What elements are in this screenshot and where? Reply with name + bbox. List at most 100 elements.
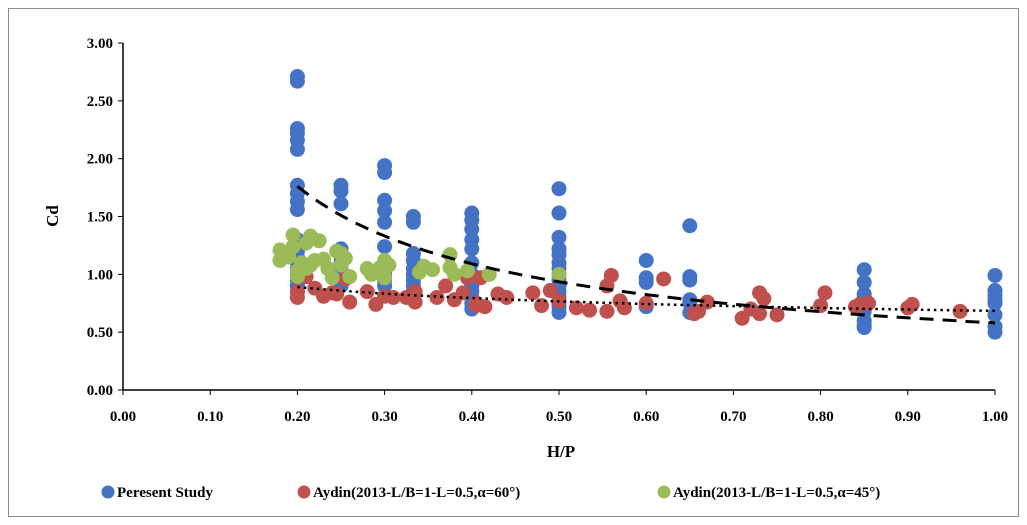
- data-point: [455, 285, 471, 301]
- data-point: [856, 320, 872, 336]
- series-2: [289, 267, 968, 326]
- data-point: [638, 274, 654, 290]
- data-point: [525, 285, 541, 301]
- x-tick-labels: 0.00 0.10 0.20 0.30 0.40 0.50 0.60 0.70 0.80 0.90…: [110, 390, 1008, 425]
- data-point: [987, 307, 1003, 323]
- data-point: [377, 203, 393, 219]
- data-point: [342, 294, 358, 310]
- data-point: [324, 270, 340, 286]
- data-point: [756, 291, 772, 307]
- data-point: [438, 278, 454, 294]
- legend-marker: [297, 485, 311, 499]
- x-tick-label: 0.10: [197, 409, 223, 425]
- data-point: [381, 257, 397, 273]
- legend-item: Peresent Study: [101, 485, 213, 501]
- data-point: [377, 214, 393, 230]
- data-points: [272, 69, 1003, 340]
- data-point: [551, 266, 567, 282]
- data-point: [481, 266, 497, 282]
- x-tick-label: 1.00: [982, 409, 1008, 425]
- data-point: [542, 283, 558, 299]
- data-point: [337, 250, 353, 266]
- data-point: [987, 324, 1003, 340]
- data-point: [603, 267, 619, 283]
- y-axis-title: Cd: [43, 205, 62, 227]
- data-point: [333, 196, 349, 212]
- legend-marker: [101, 485, 115, 499]
- data-point: [405, 214, 421, 230]
- data-point: [682, 218, 698, 234]
- data-point: [616, 300, 632, 316]
- data-point: [407, 284, 423, 300]
- y-tick-label: 2.50: [87, 94, 113, 110]
- x-tick-label: 0.30: [371, 409, 397, 425]
- data-point: [377, 239, 393, 255]
- x-tick-label: 0.80: [807, 409, 833, 425]
- y-tick-labels: 0.00 0.50 1.00 1.50 2.00 2.50 3.00: [87, 36, 123, 399]
- data-point: [856, 262, 872, 278]
- data-point: [377, 270, 393, 286]
- x-axis-title: H/P: [547, 442, 575, 461]
- data-point: [342, 269, 358, 285]
- legend-label: Aydin(2013-L/B=1-L=0.5,α=45°): [673, 485, 880, 501]
- data-point: [699, 294, 715, 310]
- legend-label: Aydin(2013-L/B=1-L=0.5,α=60°): [313, 485, 520, 501]
- x-tick-label: 0.70: [720, 409, 746, 425]
- data-point: [551, 305, 567, 321]
- data-point: [752, 306, 768, 322]
- data-point: [289, 141, 305, 157]
- x-tick-label: 0.90: [895, 409, 921, 425]
- trendline-dashed: [296, 185, 996, 325]
- legend-item: Aydin(2013-L/B=1-L=0.5,α=60°): [297, 485, 520, 501]
- data-point: [856, 274, 872, 290]
- data-point: [377, 165, 393, 181]
- data-point: [377, 192, 393, 208]
- x-tick-label: 0.00: [110, 409, 136, 425]
- data-point: [813, 298, 829, 314]
- data-point: [987, 267, 1003, 283]
- data-point: [568, 300, 584, 316]
- data-point: [459, 263, 475, 279]
- data-point: [861, 295, 877, 311]
- data-point: [359, 284, 375, 300]
- x-tick-label: 0.40: [459, 409, 485, 425]
- data-point: [817, 285, 833, 301]
- data-point: [425, 262, 441, 278]
- data-point: [477, 299, 493, 315]
- y-tick-label: 3.00: [87, 36, 113, 52]
- data-point: [638, 295, 654, 311]
- legend: Peresent Study Aydin(2013-L/B=1-L=0.5,α=6…: [101, 485, 880, 501]
- data-point: [682, 272, 698, 288]
- series-3: [272, 227, 567, 286]
- data-point: [285, 227, 301, 243]
- legend-item: Aydin(2013-L/B=1-L=0.5,α=45°): [657, 485, 880, 501]
- data-point: [429, 289, 445, 305]
- data-point: [285, 239, 301, 255]
- data-point: [599, 303, 615, 319]
- y-tick-label: 1.50: [87, 210, 113, 226]
- data-point: [333, 183, 349, 199]
- y-tick-label: 0.00: [87, 383, 113, 399]
- data-point: [534, 298, 550, 314]
- data-point: [289, 73, 305, 89]
- data-point: [551, 229, 567, 245]
- data-point: [464, 241, 480, 257]
- trendlines: [296, 185, 996, 325]
- data-point: [289, 202, 305, 218]
- data-point: [551, 205, 567, 221]
- data-point: [464, 221, 480, 237]
- data-point: [769, 307, 785, 323]
- data-point: [987, 295, 1003, 311]
- data-point: [385, 289, 401, 305]
- x-tick-label: 0.50: [546, 409, 572, 425]
- chart-frame: [8, 8, 1019, 517]
- data-point: [446, 266, 462, 282]
- y-tick-label: 1.00: [87, 267, 113, 283]
- data-point: [407, 294, 423, 310]
- data-point: [499, 289, 515, 305]
- data-point: [638, 252, 654, 268]
- y-tick-label: 2.00: [87, 152, 113, 168]
- data-point: [551, 181, 567, 197]
- data-point: [311, 233, 327, 249]
